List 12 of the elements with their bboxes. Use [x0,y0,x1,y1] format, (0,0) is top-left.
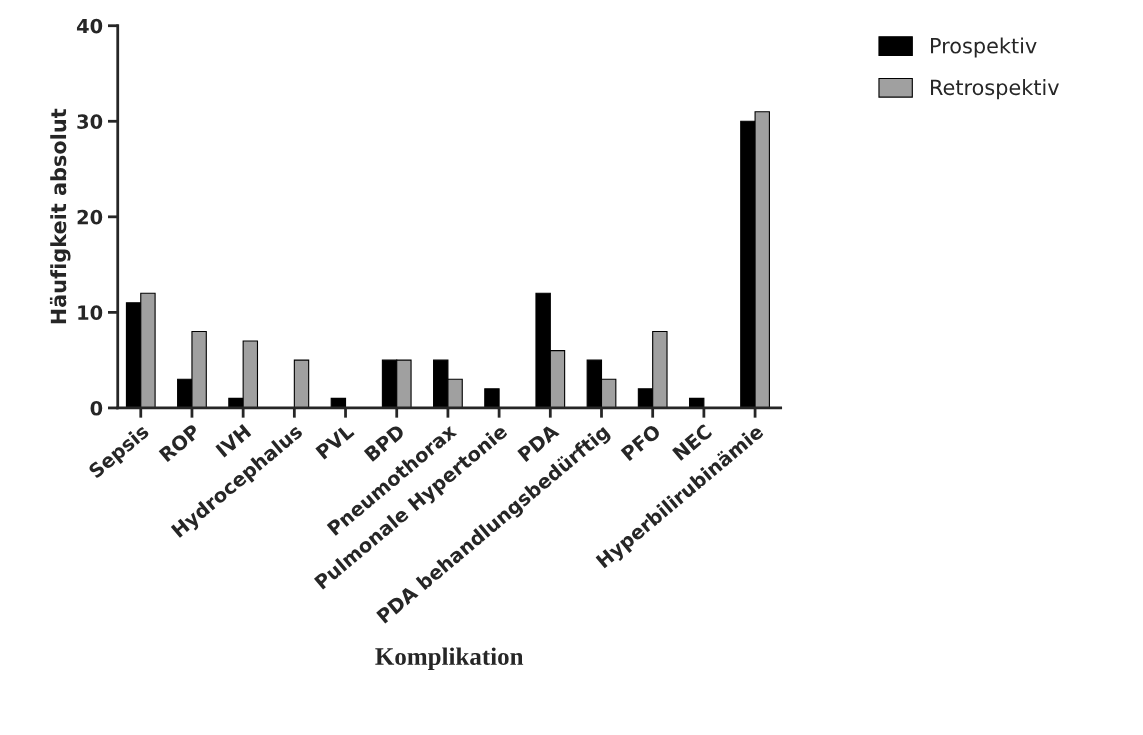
bar [688,397,705,408]
y-tick-label: 20 [77,209,103,225]
y-tick-label: 30 [77,114,103,129]
x-axis-title: Komplikation [375,647,524,671]
bar [484,388,500,408]
legend-label: Prospektiv [931,37,1037,58]
legend-label: Retrospektiv [931,79,1059,100]
y-axis-title: Häufigkeit absolut [49,108,71,324]
y-tick-label: 10 [78,305,103,321]
bar [293,359,310,408]
y-tick-label: 0 [90,400,103,416]
y-tick-label: 40 [76,18,103,34]
